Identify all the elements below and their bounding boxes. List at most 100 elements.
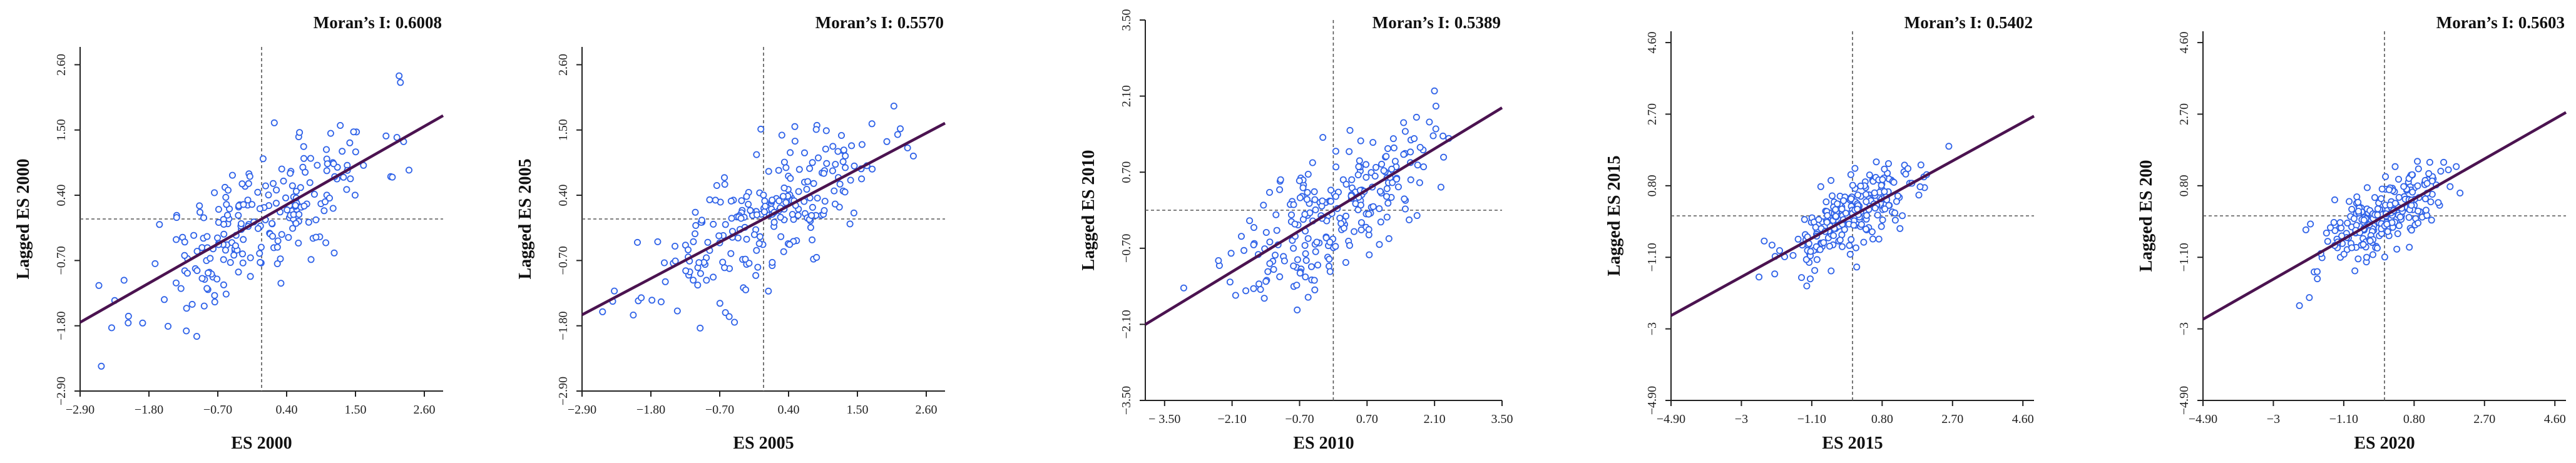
- scatter-point: [769, 258, 776, 266]
- scatter-point: [2354, 198, 2362, 206]
- scatter-point: [858, 175, 866, 183]
- morans-i-label: Moran’s I: 0.6008: [314, 13, 442, 32]
- scatter-point: [1346, 126, 1354, 134]
- scatter-point: [1326, 255, 1333, 263]
- scatter-point: [823, 160, 831, 167]
- scatter-point: [265, 191, 272, 199]
- scatter-point: [821, 198, 829, 205]
- scatter-point: [289, 182, 296, 190]
- x-tick-label: 3.50: [1491, 412, 1513, 426]
- x-tick-label: 4.60: [2544, 412, 2566, 426]
- scatter-point: [222, 247, 229, 254]
- x-tick-label: −4.90: [1657, 412, 1685, 426]
- scatter-point: [2456, 189, 2464, 196]
- scatter-point: [1319, 197, 1326, 205]
- scatter-point: [787, 175, 794, 182]
- scatter-point: [672, 257, 679, 265]
- scatter-point: [1371, 172, 1379, 180]
- scatter-point: [690, 277, 697, 284]
- scatter-point: [1813, 256, 1821, 263]
- scatter-point: [193, 333, 200, 340]
- scatter-point: [1801, 216, 1808, 223]
- scatter-point: [296, 129, 304, 136]
- scatter-point: [777, 213, 784, 221]
- morans-i-label: Moran’s I: 0.5570: [815, 13, 944, 32]
- scatter-point: [786, 241, 794, 248]
- scatter-point: [1868, 228, 1876, 235]
- scatter-point: [183, 305, 190, 312]
- scatter-point: [1822, 198, 1830, 206]
- scatter-point: [2348, 244, 2356, 252]
- scatter-point: [1272, 211, 1280, 218]
- scatter-point: [2363, 253, 2370, 261]
- scatter-point: [1391, 158, 1399, 165]
- morans-i-label: Moran’s I: 0.5402: [1904, 13, 2033, 32]
- scatter-point: [775, 166, 782, 174]
- scatter-point: [396, 72, 403, 79]
- scatter-point: [2396, 213, 2404, 221]
- scatter-point: [1337, 220, 1345, 227]
- chart-panel-1: −2.90 −1.80 −0.70 0.40 1.50 2.60 −2.90 −1.80 −0.…: [14, 13, 444, 453]
- scatter-point: [801, 149, 809, 156]
- scatter-point: [322, 198, 329, 205]
- scatter-point: [98, 362, 105, 370]
- scatter-point: [847, 176, 854, 184]
- scatter-point: [160, 296, 168, 303]
- scatter-point: [690, 238, 697, 245]
- scatter-point: [634, 238, 641, 246]
- scatter-point: [1326, 268, 1334, 275]
- scatter-point: [850, 209, 857, 216]
- scatter-point: [2354, 255, 2362, 263]
- scatter-point: [1276, 273, 1284, 280]
- y-axis-title: Lagged ES 2010: [1079, 150, 1098, 271]
- scatter-point: [1262, 228, 1270, 236]
- scatter-point: [302, 168, 309, 176]
- scatter-point: [200, 302, 208, 310]
- scatter-point: [1346, 242, 1353, 249]
- x-axis-title: ES 2020: [2354, 434, 2415, 453]
- scatter-point: [1915, 191, 1923, 199]
- scatter-point: [1250, 241, 1257, 248]
- scatter-point: [883, 138, 891, 145]
- scatter-point: [1383, 153, 1390, 160]
- x-tick-label: −1.80: [636, 403, 665, 417]
- scatter-point: [1296, 177, 1303, 185]
- scatter-point: [280, 177, 287, 185]
- scatter-point: [1293, 282, 1301, 289]
- x-tick-label: −2.90: [568, 403, 596, 417]
- scatter-point: [211, 298, 218, 306]
- scatter-point: [256, 250, 263, 257]
- scatter-point: [737, 215, 745, 222]
- scatter-point: [1832, 206, 1839, 213]
- scatter-point: [382, 132, 390, 140]
- scatter-point: [177, 285, 185, 292]
- scatter-point: [1407, 176, 1414, 183]
- scatter-point: [791, 138, 799, 145]
- scatter-point: [222, 290, 230, 298]
- chart-panel-4: −4.90 −3 −1.10 0.80 2.70 4.60 −4.90 −3 −1.10 0.80…: [1605, 13, 2035, 453]
- scatter-point: [692, 230, 699, 238]
- x-tick-label: −0.70: [705, 403, 734, 417]
- scatter-point: [2415, 219, 2422, 226]
- scatter-point: [753, 151, 760, 158]
- scatter-point: [1313, 238, 1321, 246]
- scatter-point: [2373, 244, 2381, 252]
- scatter-point: [246, 173, 253, 180]
- scatter-point: [1863, 211, 1871, 219]
- scatter-point: [750, 231, 758, 238]
- scatter-point: [1309, 159, 1316, 166]
- scatter-point: [245, 180, 252, 187]
- scatter-point: [1356, 157, 1363, 165]
- scatter-point: [312, 233, 320, 241]
- scatter-point: [807, 224, 814, 232]
- x-tick-label: 2.70: [2473, 412, 2495, 426]
- scatter-point: [721, 174, 728, 181]
- chart-panel-3: − 3.50 −2.10 −0.70 0.70 2.10 3.50 −3.50 −2.10 −0…: [1079, 9, 1513, 454]
- x-tick-label: 0.40: [276, 403, 298, 417]
- scatter-point: [894, 131, 901, 138]
- scatter-point: [1369, 139, 1377, 146]
- scatter-point: [909, 152, 917, 160]
- scatter-point: [695, 259, 703, 267]
- scatter-point: [181, 252, 188, 259]
